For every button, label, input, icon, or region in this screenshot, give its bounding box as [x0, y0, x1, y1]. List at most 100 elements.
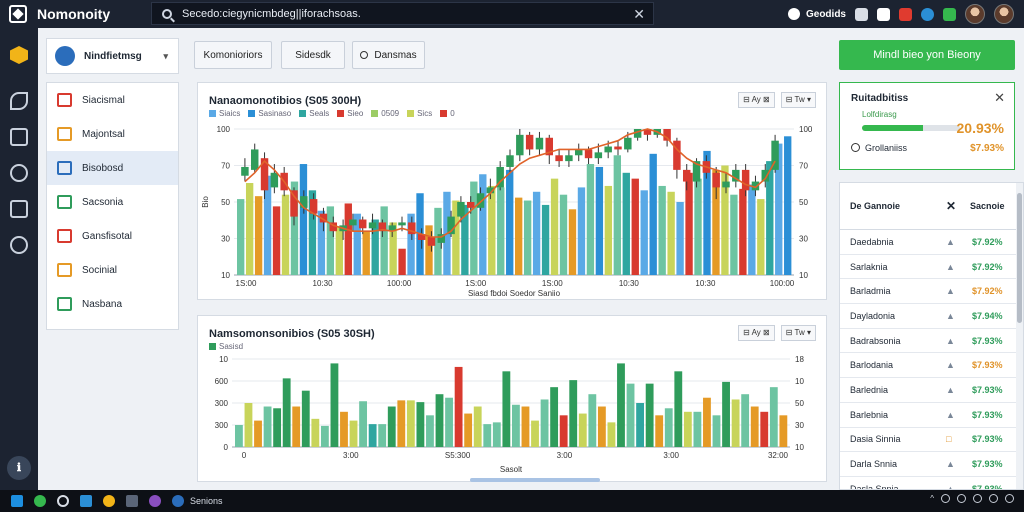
chart-tools: ⊟ Ay ⊠ ⊟ Tw ▾	[738, 325, 816, 341]
cube-icon[interactable]	[10, 46, 28, 64]
table-row[interactable]: Sarlaknia ▲ $7.92%	[840, 255, 1023, 280]
horizontal-scrollbar[interactable]	[470, 478, 600, 482]
table-row[interactable]: Dayladonia ▲ $7.94%	[840, 304, 1023, 329]
vertical-scrollbar[interactable]	[1016, 183, 1023, 489]
legend-item[interactable]: 0	[440, 109, 455, 118]
candle-body	[761, 169, 770, 182]
workspace-selector[interactable]: Nindfietmsg ▾	[46, 38, 179, 74]
search-icon[interactable]	[57, 495, 69, 507]
toolbar-button[interactable]: Sidesdk	[281, 41, 345, 69]
search-bar[interactable]: ✕	[151, 2, 654, 25]
search-icon	[162, 8, 172, 19]
y-tick-label: 10	[799, 271, 808, 280]
settings-icon[interactable]	[989, 494, 998, 503]
table-row[interactable]: Badrabsonia ▲ $7.93%	[840, 329, 1023, 354]
sidebar-item[interactable]: Majontsal	[47, 117, 178, 151]
calendar-icon[interactable]	[877, 7, 890, 21]
combo-chart[interactable]: 100 100 70 70 50 50 30 30 10 10 1S:00 10:30 100:00 1S…	[198, 83, 828, 301]
workspace-label: Nindfietmsg	[84, 50, 142, 62]
bar	[779, 415, 788, 447]
network-icon[interactable]	[941, 494, 950, 503]
toolbar-button[interactable]: Komonioriors	[194, 41, 272, 69]
clock-icon[interactable]	[10, 236, 28, 254]
table-row[interactable]: Barladmia ▲ $7.92%	[840, 279, 1023, 305]
volume-icon[interactable]	[957, 494, 966, 503]
table-row[interactable]: Dasia Sinnia □ $7.93%	[840, 428, 1023, 453]
bar	[640, 190, 648, 275]
taskbar-label[interactable]: Senions	[190, 496, 223, 506]
bar	[407, 213, 415, 275]
report-icon[interactable]	[10, 200, 28, 218]
primary-action-button[interactable]: Mindl bieo yon Bieony	[839, 40, 1015, 70]
bar	[299, 164, 308, 275]
sidebar-item[interactable]: Socinial	[47, 253, 178, 287]
table-row[interactable]: Darla Snnia ▲ $7.93%	[840, 452, 1023, 477]
search-icon[interactable]	[10, 164, 28, 182]
shield-icon[interactable]	[855, 7, 868, 21]
chrome-icon[interactable]	[103, 495, 115, 507]
column-header[interactable]: Sacnoie	[970, 201, 1005, 211]
chart-tool-button[interactable]: ⊟ Ay ⊠	[738, 92, 775, 108]
trend-line	[244, 128, 776, 238]
media-icon[interactable]	[149, 495, 161, 507]
sidebar-item[interactable]: Nasbana	[47, 287, 178, 321]
chart-tool-button[interactable]: ⊟ Tw ▾	[780, 325, 816, 341]
sidebar-item[interactable]: Gansfisotal	[47, 219, 178, 253]
column-header[interactable]: De Gannoie	[850, 201, 901, 211]
browser-icon[interactable]	[34, 495, 46, 507]
table-row[interactable]: Barlodania ▲ $7.93%	[840, 353, 1023, 379]
chevron-up-icon[interactable]: ^	[930, 494, 934, 503]
close-icon[interactable]: ✕	[994, 90, 1005, 105]
legend-swatch	[209, 343, 216, 350]
table-row[interactable]: Barlednia ▲ $7.93%	[840, 378, 1023, 403]
globe-icon[interactable]	[921, 7, 934, 21]
bar	[703, 397, 711, 447]
files-icon[interactable]	[80, 495, 92, 507]
notification-icon[interactable]	[899, 7, 912, 21]
chat-icon[interactable]	[943, 7, 956, 21]
sidebar-item[interactable]: Sacsonia	[47, 185, 178, 219]
edge-icon[interactable]	[172, 495, 184, 507]
start-icon[interactable]	[11, 495, 23, 507]
sidebar-item[interactable]: Siacismal	[47, 83, 178, 117]
legend-item[interactable]: Sieo	[337, 109, 363, 118]
sidebar-item-label: Gansfisotal	[82, 230, 133, 242]
bar	[502, 371, 511, 447]
y-tick-label: 100	[799, 125, 813, 134]
search-input[interactable]	[182, 7, 622, 20]
scrollbar-thumb[interactable]	[1017, 193, 1022, 323]
close-icon[interactable]: ✕	[633, 6, 645, 22]
sidebar-item[interactable]: Bisobosd	[47, 151, 178, 185]
table-row[interactable]: Daedabnia ▲ $7.92%	[840, 230, 1023, 255]
legend-item[interactable]: Sasinaso	[248, 109, 291, 118]
bar	[263, 175, 272, 275]
legend-item[interactable]: 0509	[371, 109, 399, 118]
chevron-down-icon: ▾	[163, 50, 168, 61]
legend-swatch	[209, 110, 216, 117]
candle-body	[300, 196, 308, 208]
avatar[interactable]	[965, 4, 985, 24]
table-row[interactable]: Dasla Snnia ▲ $7.93%	[840, 477, 1023, 489]
chart-tool-button[interactable]: ⊟ Ay ⊠	[738, 325, 775, 341]
chart-tool-button[interactable]: ⊟ Tw ▾	[780, 92, 816, 108]
avatar[interactable]	[994, 4, 1014, 24]
legend-item[interactable]: Sasisd	[209, 342, 243, 351]
notification-icon[interactable]	[1005, 494, 1014, 503]
legend-item[interactable]: Sics	[407, 109, 432, 118]
toolbar-button[interactable]: Dansmas	[352, 41, 425, 69]
legend-item[interactable]: Siaics	[209, 109, 240, 118]
bar	[470, 181, 478, 275]
document-icon[interactable]	[10, 128, 28, 146]
app-icon[interactable]	[126, 495, 138, 507]
settings-icon[interactable]	[10, 92, 28, 110]
legend-item[interactable]: Seals	[299, 109, 329, 118]
stats-title: Ruitadbitiss	[851, 93, 909, 104]
close-icon[interactable]: ✕	[946, 199, 957, 213]
battery-icon[interactable]	[973, 494, 982, 503]
up-arrow-icon: ▲	[946, 310, 955, 321]
table-row[interactable]: Barlebnia ▲ $7.93%	[840, 403, 1023, 428]
help-icon[interactable]: ℹ	[7, 456, 31, 480]
account-menu[interactable]: Geodids	[787, 8, 846, 20]
table-header: De Gannoie ✕ Sacnoie	[840, 183, 1023, 230]
